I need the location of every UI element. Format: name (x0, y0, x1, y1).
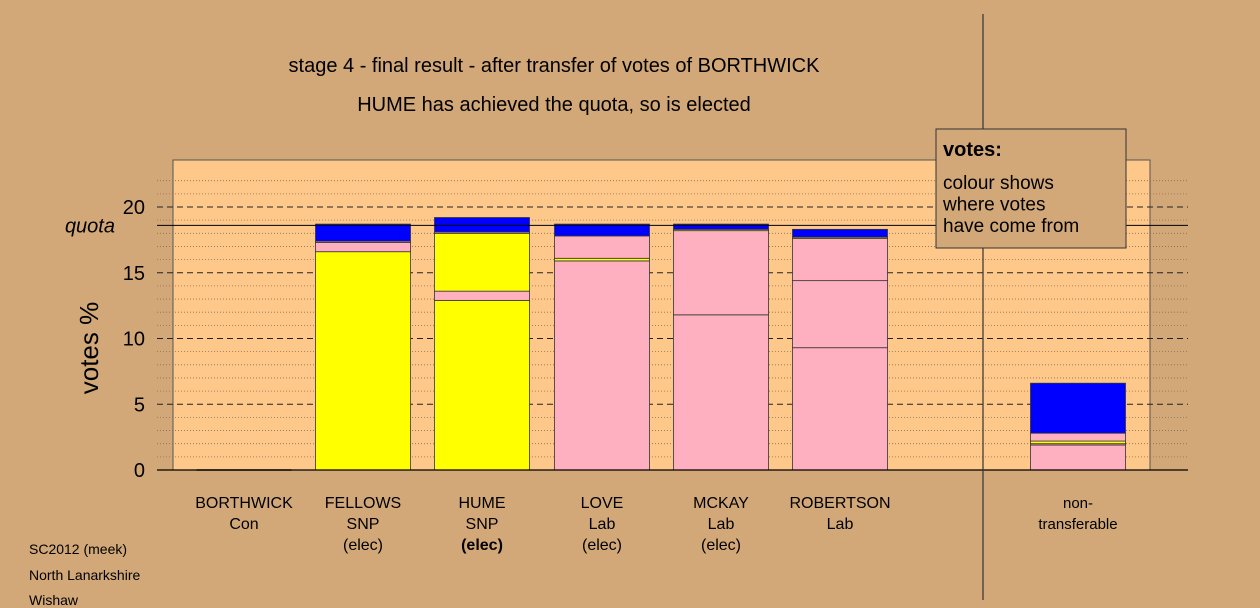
bar-segment-love (554, 260, 650, 471)
bar-segment-love (554, 223, 650, 237)
category-label-borthwick: Con (229, 516, 258, 533)
category-label-fellows: FELLOWS (325, 495, 401, 512)
footnote-council: North Lanarkshire (29, 567, 141, 583)
category-label-hume: (elec) (461, 537, 503, 554)
bar-segment-robertson (792, 228, 888, 238)
category-label-non-transferable: transferable (1038, 516, 1117, 533)
chart-subtitle: HUME has achieved the quota, so is elect… (357, 94, 751, 116)
bar-segment-mckay (673, 223, 769, 230)
category-label-hume: SNP (466, 516, 499, 533)
y-tick-label: 15 (123, 263, 145, 285)
bar-segment-fellows (315, 242, 411, 253)
legend-line: colour shows (943, 173, 1054, 194)
bar-segment-mckay (673, 230, 769, 316)
footnote-ward: Wishaw (29, 592, 79, 608)
bar-segment-robertson (792, 347, 888, 471)
bar-segment-mckay (673, 314, 769, 471)
bar-segment-fellows (315, 251, 411, 471)
y-tick-label: 0 (134, 460, 145, 482)
category-label-borthwick: BORTHWICK (195, 495, 293, 512)
footnote-count-method: SC2012 (meek) (29, 541, 128, 557)
category-label-love: (elec) (582, 537, 622, 554)
bar-segment-hume (434, 217, 530, 233)
y-tick-label: 20 (123, 197, 145, 219)
category-label-robertson: Lab (827, 516, 854, 533)
bar-segment-fellows (315, 223, 411, 242)
bar-segment-non-transferable (1030, 382, 1126, 434)
category-label-love: LOVE (581, 495, 624, 512)
bar-segment-robertson (792, 238, 888, 282)
category-label-fellows: SNP (347, 516, 380, 533)
legend-box (935, 128, 1127, 249)
category-label-non-transferable: non- (1063, 495, 1093, 512)
bar-segment-robertson (792, 280, 888, 349)
y-tick-label: 5 (134, 394, 145, 416)
category-label-mckay: (elec) (701, 537, 741, 554)
y-tick-label: 10 (123, 329, 145, 351)
bar-segment-hume (434, 290, 530, 301)
legend-line: where votes (942, 195, 1045, 216)
bar-segment-hume (434, 299, 530, 471)
chart-title: stage 4 - final result - after transfer … (288, 55, 820, 77)
category-label-fellows: (elec) (343, 537, 383, 554)
category-label-love: Lab (589, 516, 616, 533)
legend-title: votes: (943, 139, 1002, 161)
bar-segment-non-transferable (1030, 444, 1126, 471)
bar-segment-love (554, 235, 650, 259)
y-axis-label: votes % (74, 302, 104, 395)
bar-segment-non-transferable (1030, 432, 1126, 442)
category-label-hume: HUME (458, 495, 505, 512)
legend-line: have come from (943, 216, 1079, 237)
bar-segment-hume (434, 232, 530, 292)
category-label-mckay: Lab (708, 516, 735, 533)
category-label-robertson: ROBERTSON (789, 495, 890, 512)
category-label-mckay: MCKAY (693, 495, 749, 512)
quota-label: quota (65, 215, 115, 237)
